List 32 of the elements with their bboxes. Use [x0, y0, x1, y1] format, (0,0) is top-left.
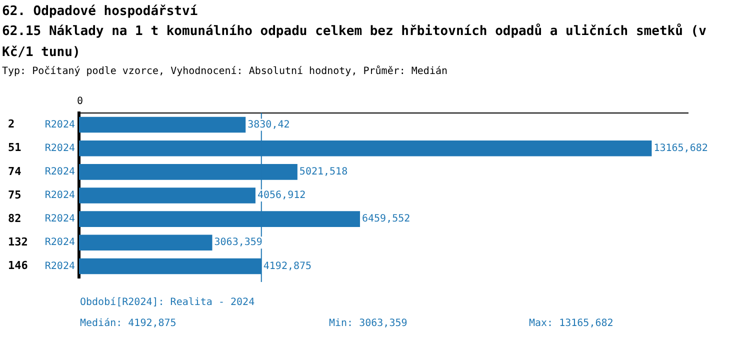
text: R2024 — [44, 166, 75, 178]
data-label: 13165,682 — [654, 142, 708, 154]
y-tick-label: 74 — [8, 164, 22, 178]
y-tick-label: 82 — [8, 212, 22, 225]
text: Období[R2024]: Realita - 2024 — [80, 297, 255, 308]
text: Min: 3063,359 — [329, 318, 408, 329]
series-label: R2024 — [44, 119, 75, 130]
data-label: 6459,552 — [362, 214, 410, 225]
text: R2024 — [44, 237, 75, 248]
bar — [79, 234, 212, 251]
y-tick-label: 132 — [8, 236, 28, 248]
text: Typ: Počítaný podle vzorce, Vyhodnocení: Absolutní hodnoty, Průměr: Medián — [2, 66, 448, 77]
y-tick-label: 75 — [8, 188, 22, 202]
text: R2024 — [44, 214, 75, 225]
text: R2024 — [44, 142, 75, 154]
y-tick-label: 51 — [8, 141, 22, 154]
chart-subtitle: 62.15 Náklady na 1 t komunálního odpadu celkem bez hřbitovních odpadů a uličních smetků (v Kč/1 tunu) — [2, 22, 708, 62]
data-label: 3830,42 — [248, 119, 290, 130]
data-label: 4056,912 — [257, 190, 306, 202]
bar — [79, 116, 246, 133]
y-tick-label: 2 — [8, 118, 15, 131]
text: R2024 — [44, 260, 75, 272]
bar — [79, 188, 256, 204]
text: Max: 13165,682 — [529, 318, 614, 329]
text: 0 — [77, 96, 84, 107]
text: R2024 — [44, 190, 75, 202]
data-label: 3063,359 — [214, 237, 262, 248]
data-label: 5021,518 — [299, 166, 348, 178]
y-tick-label: 146 — [8, 259, 28, 272]
text: Medián: 4192,875 — [80, 318, 176, 329]
chart-title: 62. Odpadové hospodářství — [2, 3, 199, 21]
data-label: 4192,875 — [263, 260, 312, 272]
